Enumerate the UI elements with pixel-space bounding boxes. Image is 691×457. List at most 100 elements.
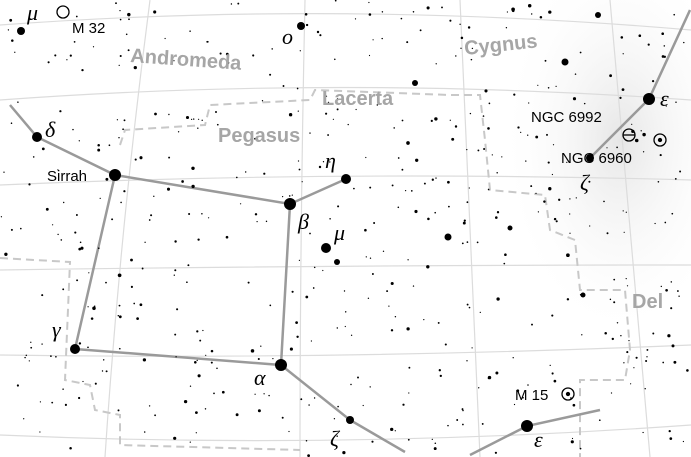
star bbox=[92, 46, 95, 48]
star bbox=[549, 364, 551, 367]
star bbox=[616, 322, 619, 324]
star bbox=[78, 247, 82, 251]
star bbox=[7, 29, 10, 31]
star bbox=[631, 123, 633, 125]
star bbox=[466, 360, 468, 362]
star bbox=[423, 318, 425, 321]
star bbox=[626, 285, 629, 287]
star bbox=[69, 446, 72, 450]
star bbox=[257, 409, 261, 413]
star bbox=[619, 96, 622, 100]
star bbox=[130, 258, 133, 262]
star bbox=[609, 298, 612, 301]
star bbox=[634, 138, 639, 143]
star bbox=[369, 257, 372, 259]
object-label: NGC 6960 bbox=[561, 150, 632, 167]
star bbox=[365, 156, 367, 159]
star bbox=[336, 98, 339, 100]
star bbox=[329, 161, 331, 163]
star bbox=[669, 437, 673, 440]
star bbox=[461, 408, 464, 411]
star bbox=[513, 403, 516, 406]
star bbox=[430, 119, 433, 123]
star bbox=[329, 218, 331, 220]
star bbox=[376, 104, 379, 106]
star bbox=[613, 278, 616, 281]
star bbox=[87, 346, 89, 349]
star bbox=[467, 26, 471, 29]
star bbox=[673, 13, 676, 16]
star bbox=[123, 119, 126, 122]
star bbox=[455, 55, 457, 57]
star-label: ε bbox=[660, 86, 669, 111]
star bbox=[504, 253, 507, 256]
star-label: μ bbox=[333, 220, 345, 245]
star bbox=[642, 151, 645, 153]
star bbox=[205, 354, 207, 356]
star bbox=[431, 178, 434, 181]
star bbox=[327, 134, 330, 136]
star bbox=[75, 15, 78, 18]
star bbox=[105, 281, 107, 284]
star bbox=[551, 372, 554, 375]
star bbox=[381, 11, 384, 13]
star bbox=[57, 233, 59, 236]
star bbox=[81, 68, 84, 72]
star bbox=[588, 180, 591, 183]
star bbox=[630, 383, 632, 385]
star bbox=[41, 294, 44, 297]
star bbox=[150, 214, 153, 217]
star bbox=[408, 392, 410, 394]
star bbox=[62, 288, 65, 291]
star bbox=[462, 221, 466, 225]
star bbox=[531, 13, 533, 15]
star bbox=[90, 317, 94, 320]
star bbox=[154, 112, 157, 116]
star bbox=[603, 200, 605, 203]
star bbox=[537, 211, 540, 213]
star bbox=[192, 118, 195, 120]
star bbox=[164, 37, 166, 40]
star bbox=[45, 207, 49, 211]
star bbox=[613, 301, 616, 304]
star bbox=[606, 232, 609, 235]
star bbox=[623, 231, 625, 233]
star bbox=[134, 158, 137, 161]
star bbox=[77, 396, 81, 400]
star bbox=[628, 339, 630, 342]
star bbox=[566, 298, 570, 301]
star bbox=[117, 409, 120, 412]
star bbox=[551, 173, 554, 176]
star bbox=[174, 240, 177, 243]
star bbox=[522, 396, 524, 399]
star bbox=[368, 54, 371, 57]
star bbox=[72, 128, 74, 131]
star bbox=[506, 11, 509, 13]
star-label: ζ bbox=[580, 170, 591, 195]
star bbox=[620, 334, 622, 337]
star bbox=[336, 435, 338, 437]
star bbox=[412, 285, 415, 287]
star bbox=[291, 194, 293, 196]
star bbox=[661, 55, 665, 58]
star bbox=[566, 253, 570, 258]
star bbox=[225, 52, 229, 56]
star bbox=[623, 362, 625, 364]
star bbox=[225, 235, 229, 239]
star bbox=[291, 290, 294, 293]
star bbox=[365, 256, 367, 258]
star bbox=[196, 330, 199, 333]
star bbox=[197, 127, 199, 129]
star bbox=[191, 184, 195, 189]
star bbox=[54, 54, 57, 57]
star bbox=[73, 41, 76, 43]
star bbox=[305, 439, 308, 442]
star bbox=[406, 141, 410, 145]
star bbox=[663, 45, 666, 47]
star bbox=[32, 156, 35, 158]
star bbox=[190, 118, 193, 121]
star-label: ζ bbox=[330, 426, 341, 451]
star bbox=[99, 197, 101, 200]
star bbox=[268, 394, 270, 397]
star bbox=[260, 345, 262, 347]
